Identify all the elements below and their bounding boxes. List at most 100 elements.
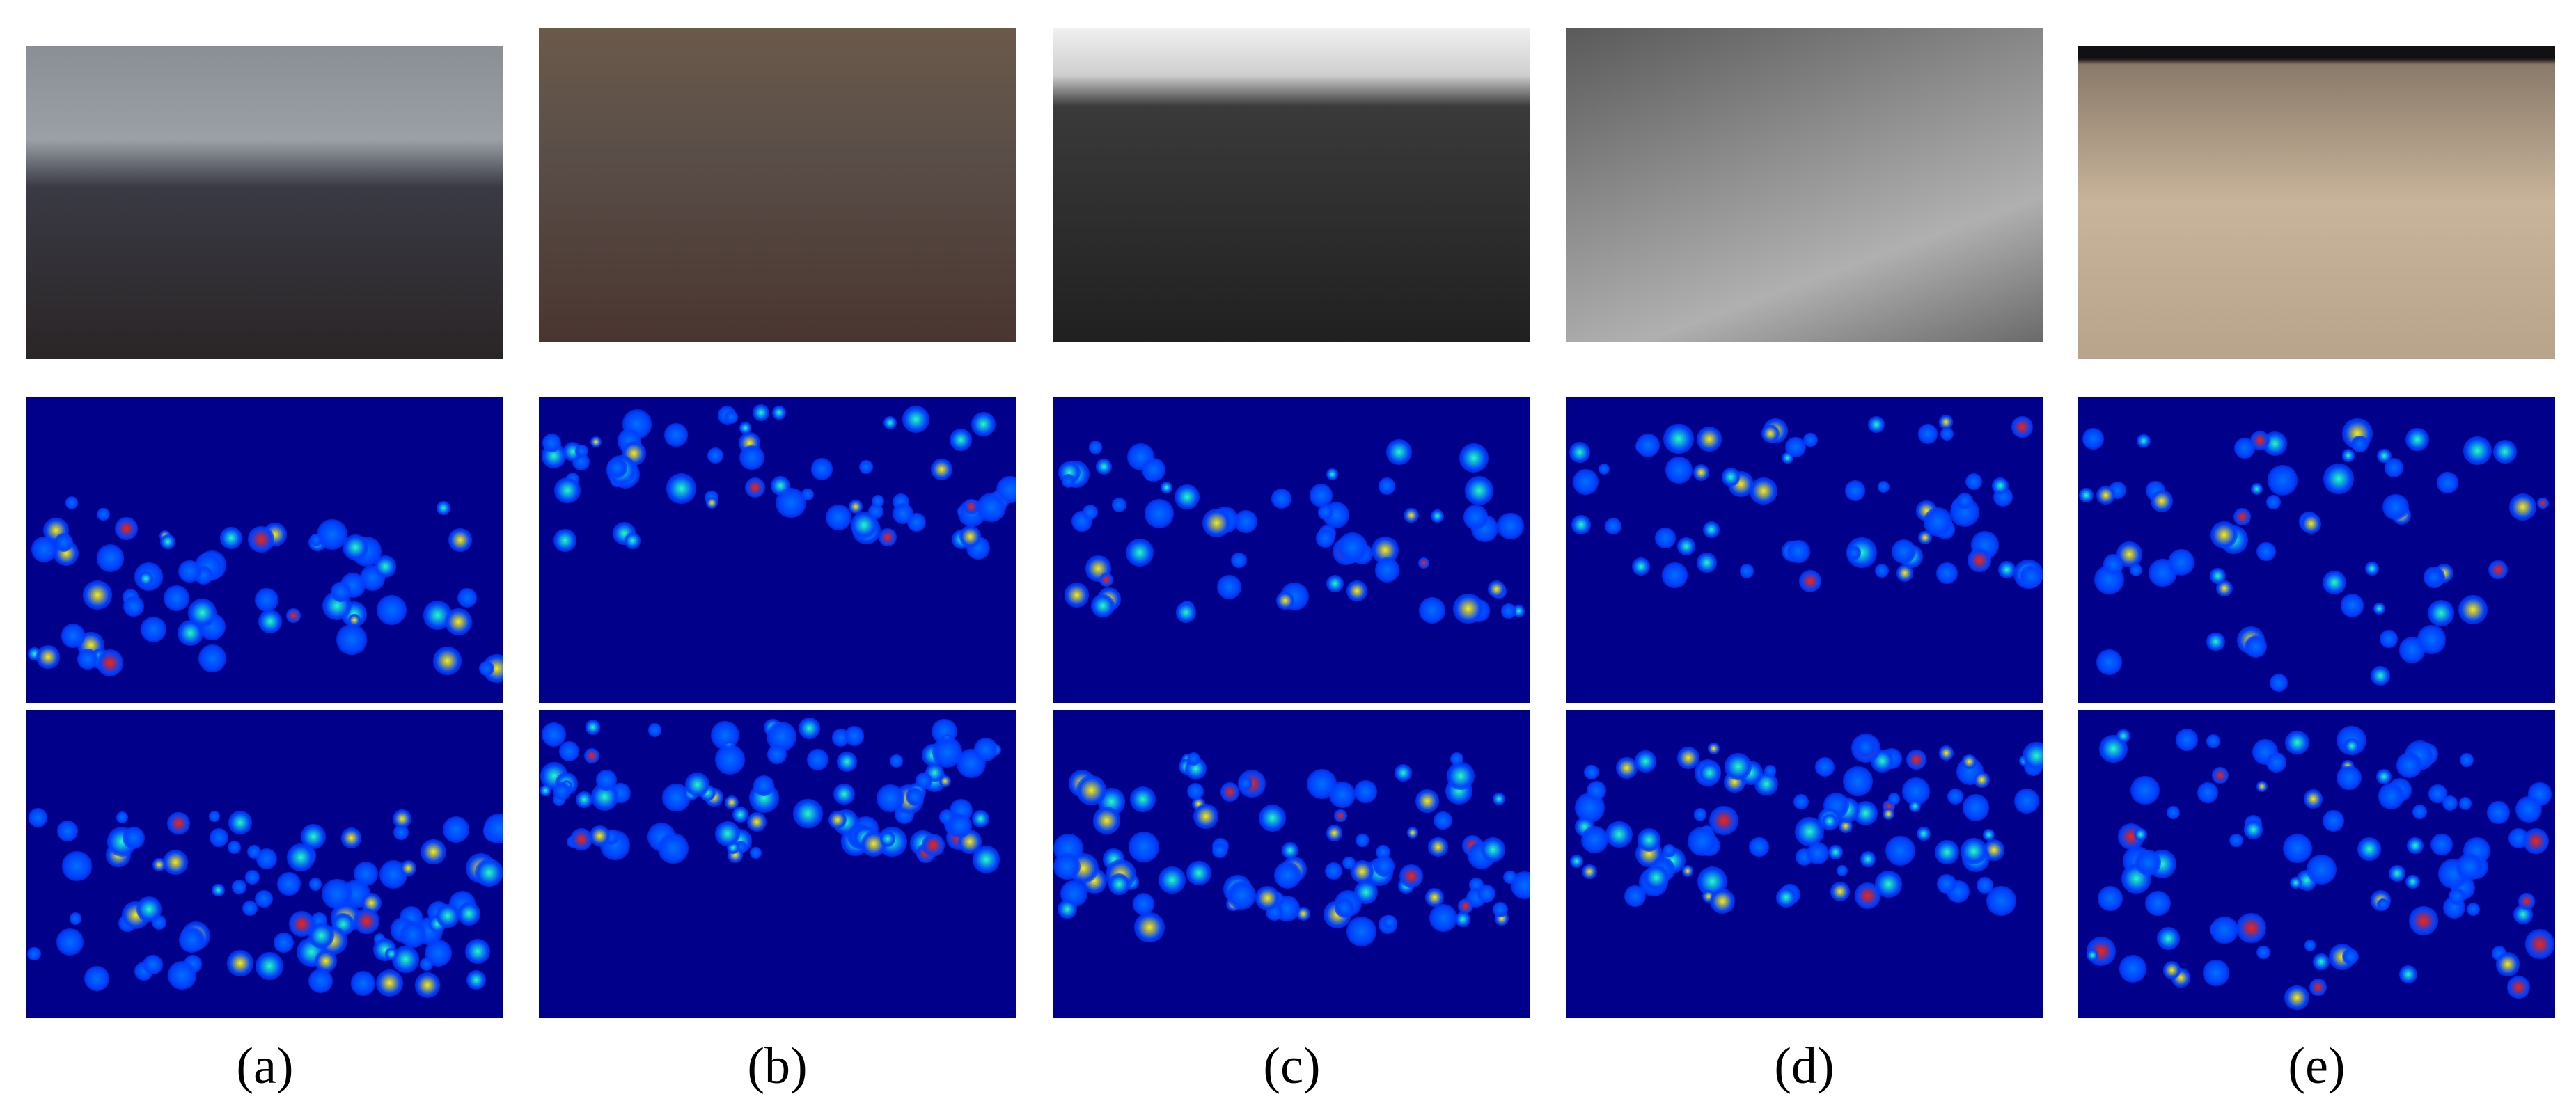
density-blob xyxy=(2428,600,2455,627)
density-blob xyxy=(255,952,284,981)
density-blob xyxy=(2365,562,2379,576)
density-blob xyxy=(1419,597,1446,624)
density-blob xyxy=(1938,415,1954,429)
density-blob xyxy=(444,608,472,636)
density-blob xyxy=(2377,898,2389,910)
density-blob xyxy=(876,784,904,813)
density-blob xyxy=(1598,463,1610,475)
density-blob xyxy=(1940,427,1954,441)
density-blob xyxy=(932,736,963,768)
scene-photo xyxy=(1566,28,2043,342)
density-blob xyxy=(1936,562,1958,585)
density-blob xyxy=(1892,539,1917,564)
density-blob xyxy=(1569,854,1583,868)
density-blob xyxy=(1688,827,1717,857)
density-blob xyxy=(1427,837,1448,857)
density-blob xyxy=(466,970,487,990)
density-blob xyxy=(392,809,412,829)
density-blob xyxy=(1227,881,1256,910)
density-blob xyxy=(1231,552,1247,569)
density-blob xyxy=(883,415,897,429)
density-blob xyxy=(274,933,294,953)
density-blob xyxy=(2282,833,2313,864)
density-blob xyxy=(1065,583,1090,608)
density-blob xyxy=(553,782,572,800)
density-blob xyxy=(1702,521,1720,538)
density-blob xyxy=(1634,750,1657,773)
density-blob xyxy=(750,847,762,859)
density-blob xyxy=(1346,917,1377,947)
density-blob xyxy=(353,861,379,887)
density-blob xyxy=(2290,877,2302,889)
density-blob xyxy=(198,644,227,673)
density-blob xyxy=(209,828,228,848)
density-blob xyxy=(707,447,723,464)
density-blob xyxy=(1424,887,1444,907)
density-blob xyxy=(457,902,481,926)
density-blob xyxy=(187,599,217,627)
density-blob xyxy=(2448,887,2466,905)
density-blob xyxy=(744,477,765,498)
density-blob xyxy=(976,492,1006,522)
density-blob xyxy=(310,533,323,546)
density-blob xyxy=(1220,782,1240,802)
density-blob xyxy=(950,428,973,451)
density-blob xyxy=(1161,482,1173,494)
density-blob xyxy=(336,624,367,655)
density-blob xyxy=(1132,893,1155,915)
density-blob xyxy=(705,496,718,509)
density-blob xyxy=(254,889,273,908)
density-blob xyxy=(666,473,697,504)
density-blob xyxy=(1395,764,1413,782)
density-blob xyxy=(322,878,353,910)
density-blob xyxy=(2442,795,2458,811)
density-blob xyxy=(2425,569,2443,586)
density-blob xyxy=(1373,855,1395,877)
density-blob xyxy=(1830,882,1850,902)
density-blob xyxy=(1569,442,1591,463)
density-blob xyxy=(479,660,494,676)
density-blob xyxy=(2408,905,2438,935)
density-blob xyxy=(972,846,1000,873)
density-blob xyxy=(724,795,739,809)
density-blob xyxy=(1092,807,1121,834)
density-blob xyxy=(28,808,48,828)
density-blob xyxy=(1923,507,1953,537)
density-blob xyxy=(340,827,362,848)
density-blob xyxy=(596,770,618,791)
density-blob xyxy=(1431,509,1445,523)
density-blob xyxy=(554,477,581,504)
density-blob xyxy=(1454,911,1470,927)
density-blob xyxy=(1793,793,1809,809)
density-blob xyxy=(1587,781,1607,801)
density-blob xyxy=(69,912,82,925)
density-blob xyxy=(1259,804,1287,832)
density-blob xyxy=(1877,480,1890,493)
density-blob xyxy=(83,580,112,610)
density-blob xyxy=(448,528,472,552)
density-blob xyxy=(436,904,460,928)
density-blob xyxy=(376,969,403,997)
density-blob xyxy=(1663,844,1676,858)
density-blob xyxy=(475,858,503,887)
density-blob xyxy=(136,896,162,922)
estimated-density-map xyxy=(2078,710,2555,1018)
density-blob xyxy=(714,821,741,847)
density-blob xyxy=(1492,901,1508,917)
density-blob xyxy=(1353,880,1378,905)
density-blob xyxy=(1655,528,1676,548)
density-blob xyxy=(220,527,242,549)
density-blob xyxy=(1918,530,1932,545)
density-blob xyxy=(2388,864,2405,882)
density-blob xyxy=(1896,564,1914,582)
density-blob xyxy=(583,747,599,763)
density-blob xyxy=(1708,742,1720,755)
density-blob xyxy=(2405,427,2429,452)
density-blob xyxy=(2098,886,2123,911)
density-blob xyxy=(663,422,689,447)
density-blob xyxy=(2284,730,2309,755)
density-blob xyxy=(2508,493,2536,521)
density-blob xyxy=(1665,456,1693,484)
density-blob xyxy=(1935,840,1959,864)
density-blob xyxy=(2370,665,2391,686)
